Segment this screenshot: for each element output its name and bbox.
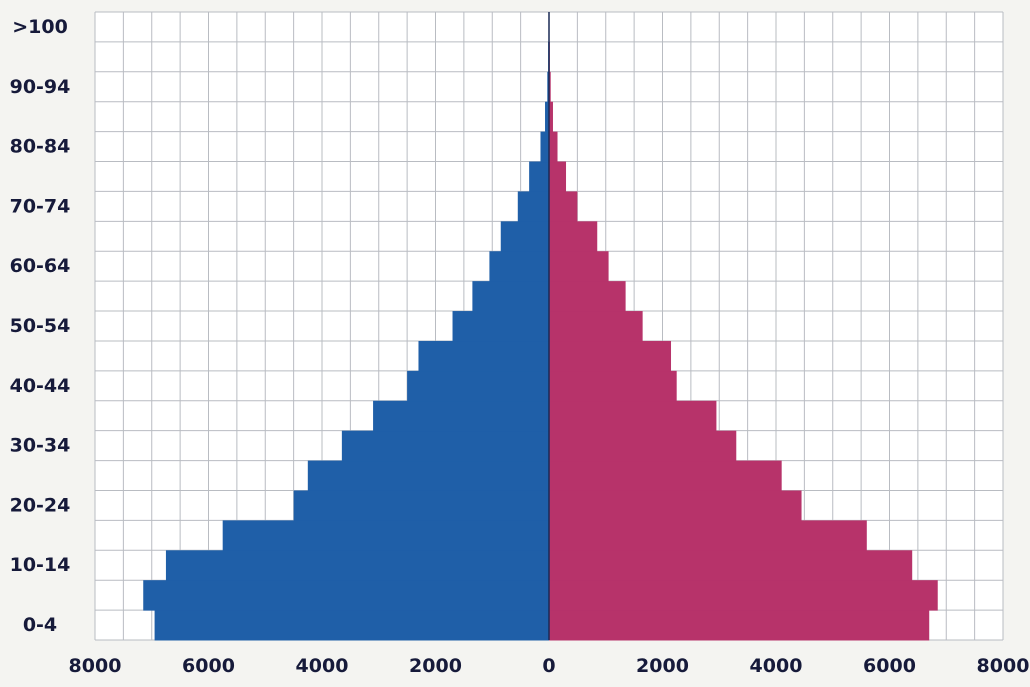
bar-left-50-54 [452,311,549,342]
x-tick-label: 2000 [636,655,689,677]
y-axis-labels: 0-4 10-14 20-24 30-34 40-44 50-54 60-64 70-74 80… [10,16,71,636]
bar-left-5-9 [143,580,550,611]
bar-right-45-49 [549,340,672,372]
bar-left-45-49 [418,340,549,372]
bar-right-35-39 [549,400,717,432]
bar-right-40-44 [549,370,677,402]
bar-left-0-4 [154,610,549,641]
bar-left-30-34 [341,430,549,462]
bar-left-10-14 [165,550,549,581]
bar-left-35-39 [373,400,549,432]
x-tick-label: 8000 [977,655,1030,677]
y-tick-label: 20-24 [10,494,71,516]
bar-right-30-34 [549,430,737,462]
x-tick-label: 4000 [750,655,803,677]
x-tick-label: 0 [542,655,555,677]
y-tick-label: 30-34 [10,435,71,457]
y-tick-label: 90-94 [10,76,71,98]
bar-left-65-69 [500,221,549,252]
y-tick-label: 50-54 [10,315,71,337]
x-tick-label: 6000 [863,655,916,677]
bar-right-20-24 [549,490,802,521]
y-tick-label: >100 [12,16,68,38]
bar-left-90-94 [547,71,549,103]
bar-right-5-9 [549,580,938,611]
bar-left-70-74 [517,191,549,222]
y-tick-label: 40-44 [10,375,71,397]
bar-left-80-84 [540,131,549,163]
bar-right-75-79 [549,161,567,192]
bar-right-70-74 [549,191,578,222]
y-tick-label: 60-64 [10,255,71,277]
bars [143,12,938,641]
y-tick-label: 0-4 [23,614,57,636]
bar-right-85-89 [549,101,553,133]
bar-left-75-79 [529,161,549,192]
x-tick-label: 8000 [69,655,122,677]
x-tick-label: 4000 [296,655,349,677]
bar-left-40-44 [407,370,549,402]
bar-left-15-19 [222,520,549,551]
bar-right-65-69 [549,221,598,252]
bar-right-50-54 [549,311,643,342]
y-tick-label: 70-74 [10,195,71,217]
bar-right-80-84 [549,131,558,163]
bar-right-90-94 [549,71,551,103]
bar-right-0-4 [549,610,930,641]
bar-right-15-19 [549,520,867,551]
bar-right-25-29 [549,460,782,491]
y-tick-label: 80-84 [10,136,71,158]
bar-left-25-29 [307,460,549,491]
bar-right-55-59 [549,281,626,312]
y-tick-label: 10-14 [10,554,71,576]
bar-left-60-64 [489,251,549,282]
bar-right-10-14 [549,550,913,581]
bar-right-60-64 [549,251,609,282]
x-tick-label: 6000 [182,655,235,677]
bar-left-55-59 [472,281,549,312]
x-axis-labels: 8000 6000 4000 2000 0 2000 4000 6000 8000 [69,655,1030,677]
bar-left-20-24 [293,490,549,521]
bar-left-85-89 [545,101,549,133]
x-tick-label: 2000 [409,655,462,677]
